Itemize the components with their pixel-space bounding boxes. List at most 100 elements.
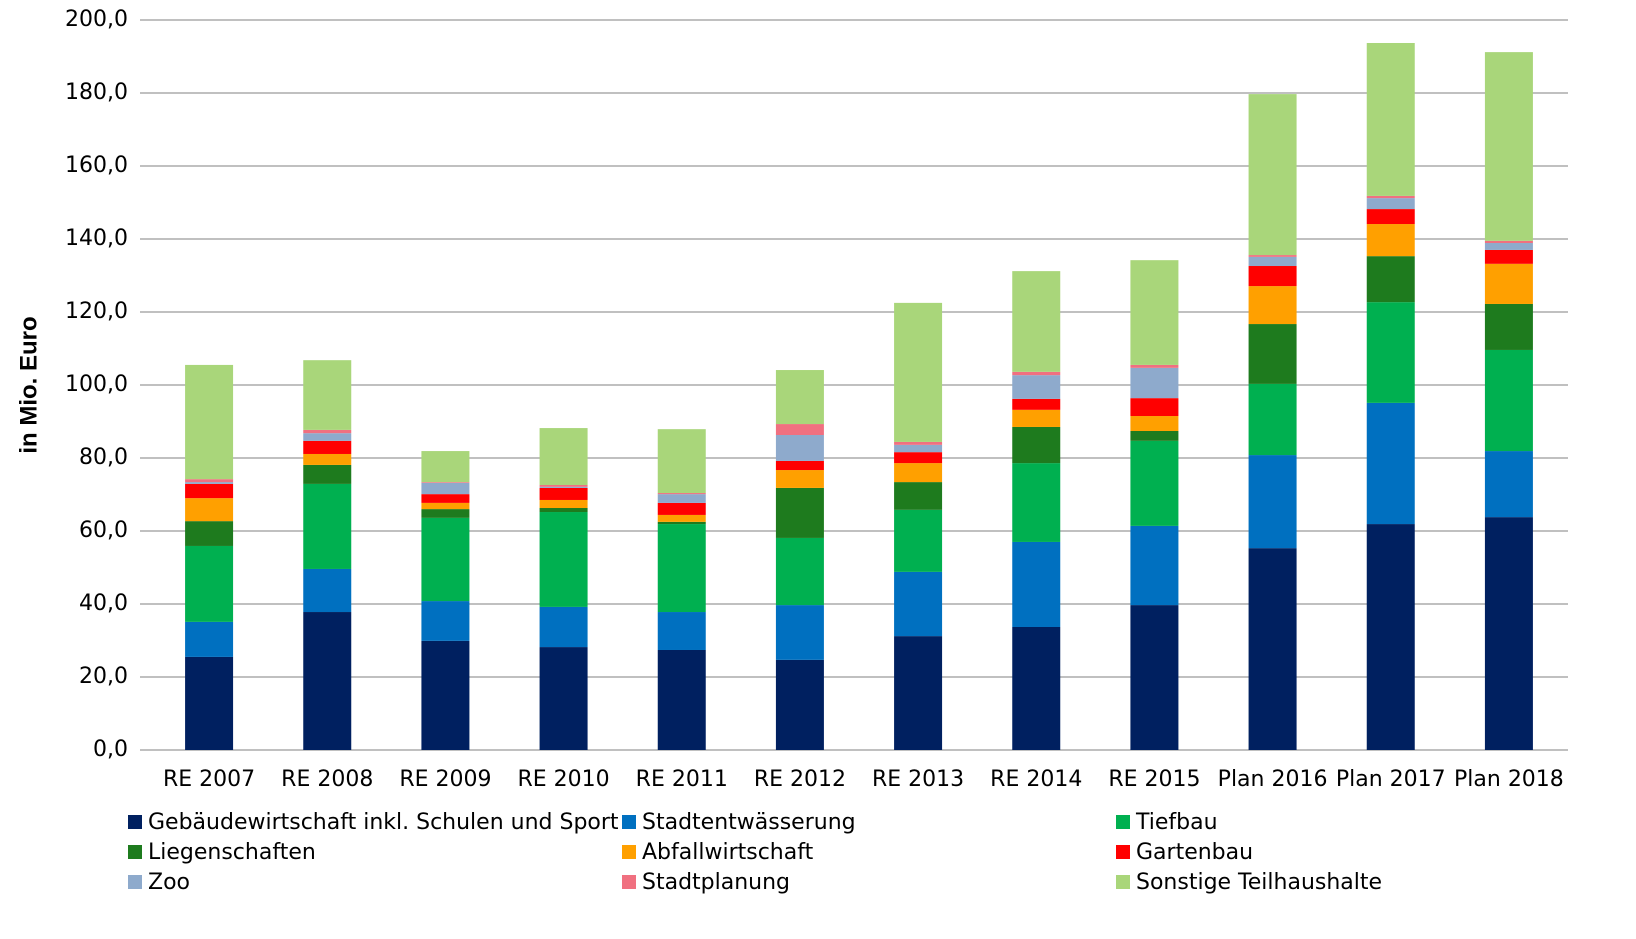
x-tick-label: RE 2010 bbox=[517, 767, 609, 792]
bar-segment bbox=[1484, 249, 1533, 264]
bar-segment bbox=[1130, 364, 1179, 368]
x-tick-label: RE 2012 bbox=[754, 767, 846, 792]
bar-segment bbox=[303, 464, 352, 484]
legend-swatch bbox=[622, 875, 636, 889]
bar-segment bbox=[1248, 455, 1297, 549]
bar-segment bbox=[894, 302, 943, 442]
bar-segment bbox=[185, 656, 234, 750]
bar-segment bbox=[539, 486, 588, 488]
bar-segment bbox=[1130, 260, 1179, 365]
x-tick-label: RE 2011 bbox=[636, 767, 728, 792]
bar-segment bbox=[303, 440, 352, 454]
bar-segment bbox=[1012, 426, 1061, 464]
bar-segment bbox=[1248, 324, 1297, 384]
bar-segment bbox=[657, 524, 706, 613]
bar-segment bbox=[1012, 463, 1061, 542]
y-tick-label: 140,0 bbox=[65, 226, 128, 251]
bar-segment bbox=[539, 499, 588, 509]
legend-label: Tiefbau bbox=[1135, 810, 1218, 835]
bar-segment bbox=[1012, 375, 1061, 399]
legend-label: Abfallwirtschaft bbox=[642, 840, 814, 865]
bar-segment bbox=[421, 451, 470, 483]
bar-segment bbox=[185, 479, 234, 483]
bar-segment bbox=[185, 545, 234, 622]
bar-segment bbox=[1130, 398, 1179, 417]
bar-segment bbox=[1484, 263, 1533, 304]
legend-label: Liegenschaften bbox=[148, 840, 316, 865]
bar-segment bbox=[894, 452, 943, 464]
bar-segment bbox=[539, 512, 588, 607]
bar-segment bbox=[421, 517, 470, 602]
bar-segment bbox=[303, 483, 352, 569]
y-tick-label: 180,0 bbox=[65, 80, 128, 105]
bar-segment bbox=[1130, 440, 1179, 526]
bar-segment bbox=[657, 502, 706, 515]
bar-segment bbox=[1248, 548, 1297, 750]
bar-segment bbox=[1366, 256, 1415, 303]
legend-swatch bbox=[128, 875, 142, 889]
bar-segment bbox=[1012, 409, 1061, 427]
bar-segment bbox=[657, 494, 706, 503]
bar-segment bbox=[1366, 195, 1415, 199]
bar-segment bbox=[185, 483, 234, 499]
bar-segment bbox=[775, 487, 824, 538]
y-tick-label: 20,0 bbox=[79, 664, 128, 689]
bar-segment bbox=[1366, 224, 1415, 257]
bar-segment bbox=[421, 640, 470, 750]
bar-segment bbox=[1248, 255, 1297, 257]
y-tick-label: 60,0 bbox=[79, 518, 128, 543]
x-tick-label: RE 2008 bbox=[281, 767, 373, 792]
legend-swatch bbox=[622, 815, 636, 829]
bar-segment bbox=[1012, 371, 1061, 376]
legend-label: Sonstige Teilhaushalte bbox=[1136, 870, 1382, 895]
legend-swatch bbox=[1116, 875, 1130, 889]
bar-segment bbox=[657, 493, 706, 495]
bar-segment bbox=[421, 502, 470, 510]
bar-segment bbox=[303, 568, 352, 613]
bar-segment bbox=[303, 433, 352, 441]
bar-segment bbox=[1248, 383, 1297, 456]
y-tick-label: 120,0 bbox=[65, 299, 128, 324]
bar-segment bbox=[894, 463, 943, 483]
bar-segment bbox=[303, 360, 352, 430]
bar-segment bbox=[1366, 198, 1415, 210]
x-tick-label: RE 2013 bbox=[872, 767, 964, 792]
bar-segment bbox=[185, 482, 234, 484]
y-axis-label: in Mio. Euro bbox=[15, 316, 42, 453]
bar-segment bbox=[1130, 430, 1179, 441]
bar-segment bbox=[421, 482, 470, 483]
bar-segment bbox=[657, 612, 706, 650]
x-tick-label: RE 2014 bbox=[990, 767, 1082, 792]
x-tick-label: Plan 2018 bbox=[1454, 767, 1564, 792]
x-tick-label: Plan 2016 bbox=[1218, 767, 1328, 792]
bar-segment bbox=[1248, 266, 1297, 287]
bar-segment bbox=[1366, 524, 1415, 750]
x-tick-label: Plan 2017 bbox=[1336, 767, 1446, 792]
bar-segment bbox=[185, 521, 234, 546]
bar-segment bbox=[185, 621, 234, 657]
bar-segment bbox=[303, 612, 352, 750]
bar-segment bbox=[775, 424, 824, 436]
bar-segment bbox=[775, 470, 824, 488]
legend-label: Gartenbau bbox=[1136, 840, 1253, 865]
legend-label: Stadtplanung bbox=[642, 870, 790, 895]
y-tick-label: 40,0 bbox=[79, 591, 128, 616]
legend-swatch bbox=[1116, 845, 1130, 859]
bar-segment bbox=[894, 482, 943, 510]
bar-segment bbox=[775, 537, 824, 606]
bar-segment bbox=[421, 601, 470, 641]
x-tick-label: RE 2007 bbox=[163, 767, 255, 792]
bar-segment bbox=[1484, 240, 1533, 244]
bar-segment bbox=[1130, 605, 1179, 750]
bar-segment bbox=[1012, 626, 1061, 750]
bar-segment bbox=[657, 429, 706, 494]
legend-swatch bbox=[128, 845, 142, 859]
legend-swatch bbox=[1116, 815, 1130, 829]
y-tick-label: 0,0 bbox=[93, 737, 128, 762]
legend-label: Gebäudewirtschaft inkl. Schulen und Spor… bbox=[148, 810, 619, 835]
bar-segment bbox=[657, 649, 706, 750]
bar-segment bbox=[1248, 256, 1297, 267]
bar-segment bbox=[1484, 349, 1533, 452]
bar-segment bbox=[775, 370, 824, 425]
